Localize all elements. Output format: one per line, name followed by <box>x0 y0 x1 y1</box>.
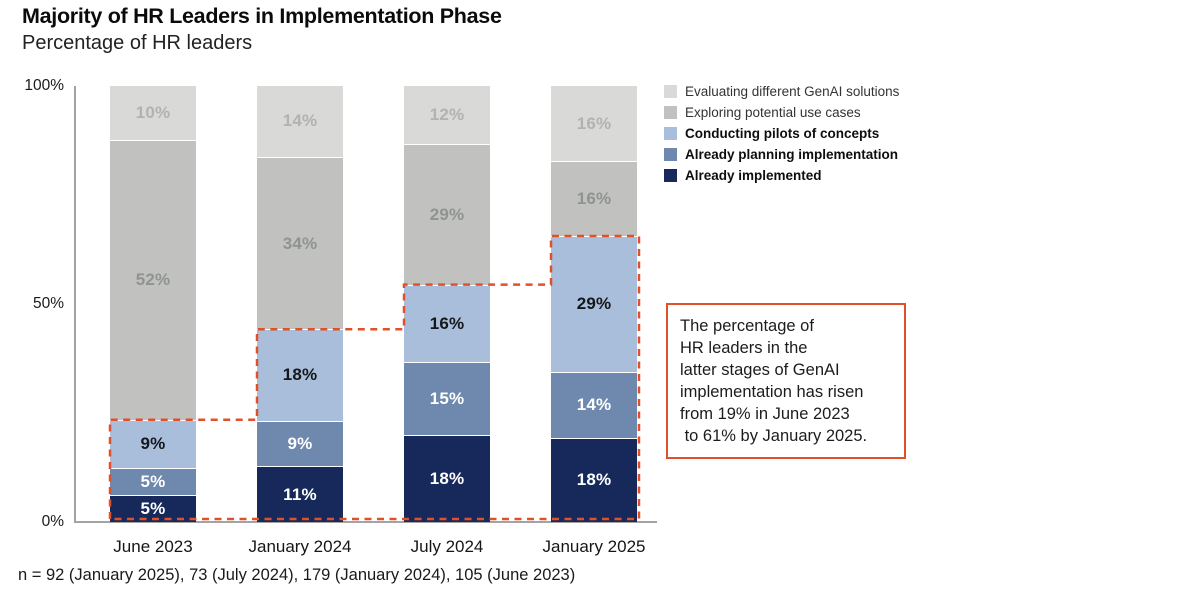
segment-value-label: 15% <box>429 388 465 408</box>
y-axis-tick-label: 50% <box>32 295 64 312</box>
segment-value-label: 5% <box>140 499 166 518</box>
segment-exploring-potential-use-cases: 16% <box>551 161 637 236</box>
segment-value-label: 12% <box>429 105 465 125</box>
legend-swatch <box>664 106 677 119</box>
y-axis-tick-label: 100% <box>24 77 64 94</box>
segment-value-label: 52% <box>135 270 171 290</box>
legend-swatch <box>664 127 677 140</box>
segment-conducting-pilots-of-concepts: 9% <box>110 419 196 469</box>
segment-already-planning-implementation: 5% <box>110 468 196 496</box>
legend-item-already-implemented: Already implemented <box>664 165 899 186</box>
annotation-line: latter stages of GenAI <box>680 361 840 379</box>
segment-value-label: 18% <box>429 468 465 488</box>
segment-already-implemented: 18% <box>404 434 490 522</box>
segment-value-label: 9% <box>287 433 313 453</box>
legend-item-conducting-pilots-of-concepts: Conducting pilots of concepts <box>664 123 899 144</box>
segment-evaluating-different-genai-solutions: 14% <box>257 86 343 157</box>
x-axis-label-june-2023: June 2023 <box>113 537 193 556</box>
legend-label: Evaluating different GenAI solutions <box>685 84 900 99</box>
legend-swatch <box>664 148 677 161</box>
segment-value-label: 18% <box>282 365 318 385</box>
legend-swatch <box>664 85 677 98</box>
segment-already-implemented: 11% <box>257 466 343 522</box>
segment-already-planning-implementation: 15% <box>404 362 490 435</box>
bar-january-2024: 14% 34% 18% 9% 11% <box>257 86 343 522</box>
segment-evaluating-different-genai-solutions: 12% <box>404 86 490 145</box>
annotation-line: from 19% in June 2023 <box>680 405 850 423</box>
bar-july-2024: 12% 29% 16% 15% 18% <box>404 86 490 522</box>
segment-value-label: 11% <box>283 484 317 504</box>
segment-exploring-potential-use-cases: 29% <box>404 144 490 285</box>
y-axis-line <box>74 86 76 523</box>
segment-already-implemented: 18% <box>551 437 637 522</box>
segment-value-label: 29% <box>429 204 465 224</box>
legend: Evaluating different GenAI solutions Expl… <box>664 81 899 186</box>
segment-exploring-potential-use-cases: 52% <box>110 139 196 420</box>
segment-already-planning-implementation: 9% <box>257 420 343 467</box>
segment-value-label: 34% <box>282 233 318 253</box>
bar-january-2025: 16% 16% 29% 14% 18% <box>551 86 637 522</box>
segment-value-label: 14% <box>282 111 318 131</box>
annotation-line: The percentage of <box>680 317 814 335</box>
chart-title: Majority of HR Leaders in Implementation… <box>22 4 502 28</box>
sample-size-footnote: n = 92 (January 2025), 73 (July 2024), 1… <box>18 566 576 584</box>
annotation-box: The percentage of HR leaders in the latter… <box>666 303 906 459</box>
segment-evaluating-different-genai-solutions: 10% <box>110 86 196 140</box>
legend-label: Conducting pilots of concepts <box>685 126 880 141</box>
segment-value-label: 18% <box>576 470 612 490</box>
annotation-line: to 61% by January 2025. <box>680 427 868 445</box>
segment-conducting-pilots-of-concepts: 18% <box>257 329 343 421</box>
segment-value-label: 10% <box>135 102 171 122</box>
segment-already-planning-implementation: 14% <box>551 371 637 438</box>
legend-item-already-planning-implementation: Already planning implementation <box>664 144 899 165</box>
legend-label: Exploring potential use cases <box>685 105 861 120</box>
annotation-line: HR leaders in the <box>680 339 808 357</box>
annotation-line: implementation has risen <box>680 383 864 401</box>
x-axis-label-july-2024: July 2024 <box>410 537 484 556</box>
segment-value-label: 16% <box>576 113 612 133</box>
segment-evaluating-different-genai-solutions: 16% <box>551 86 637 161</box>
chart-subtitle: Percentage of HR leaders <box>22 32 253 54</box>
segment-value-label: 14% <box>576 395 612 415</box>
segment-value-label: 5% <box>140 472 166 492</box>
y-axis-tick-label: 0% <box>41 513 64 530</box>
segment-value-label: 16% <box>576 189 612 208</box>
legend-swatch <box>664 169 677 182</box>
legend-label: Already planning implementation <box>685 147 899 162</box>
segment-conducting-pilots-of-concepts: 29% <box>551 236 637 372</box>
x-axis-label-january-2024: January 2024 <box>248 537 352 556</box>
segment-conducting-pilots-of-concepts: 16% <box>404 284 490 363</box>
legend-label: Already implemented <box>685 168 822 183</box>
segment-exploring-potential-use-cases: 34% <box>257 156 343 330</box>
x-axis-label-january-2025: January 2025 <box>542 537 646 556</box>
bar-june-2023: 10% 52% 9% 5% 5% <box>110 86 196 522</box>
segment-value-label: 16% <box>429 313 465 333</box>
segment-value-label: 9% <box>140 434 166 454</box>
x-axis-line <box>74 521 657 523</box>
legend-item-evaluating-different-genai-solutions: Evaluating different GenAI solutions <box>664 81 899 102</box>
segment-already-implemented: 5% <box>110 495 196 522</box>
legend-item-exploring-potential-use-cases: Exploring potential use cases <box>664 102 899 123</box>
segment-value-label: 29% <box>576 294 612 314</box>
